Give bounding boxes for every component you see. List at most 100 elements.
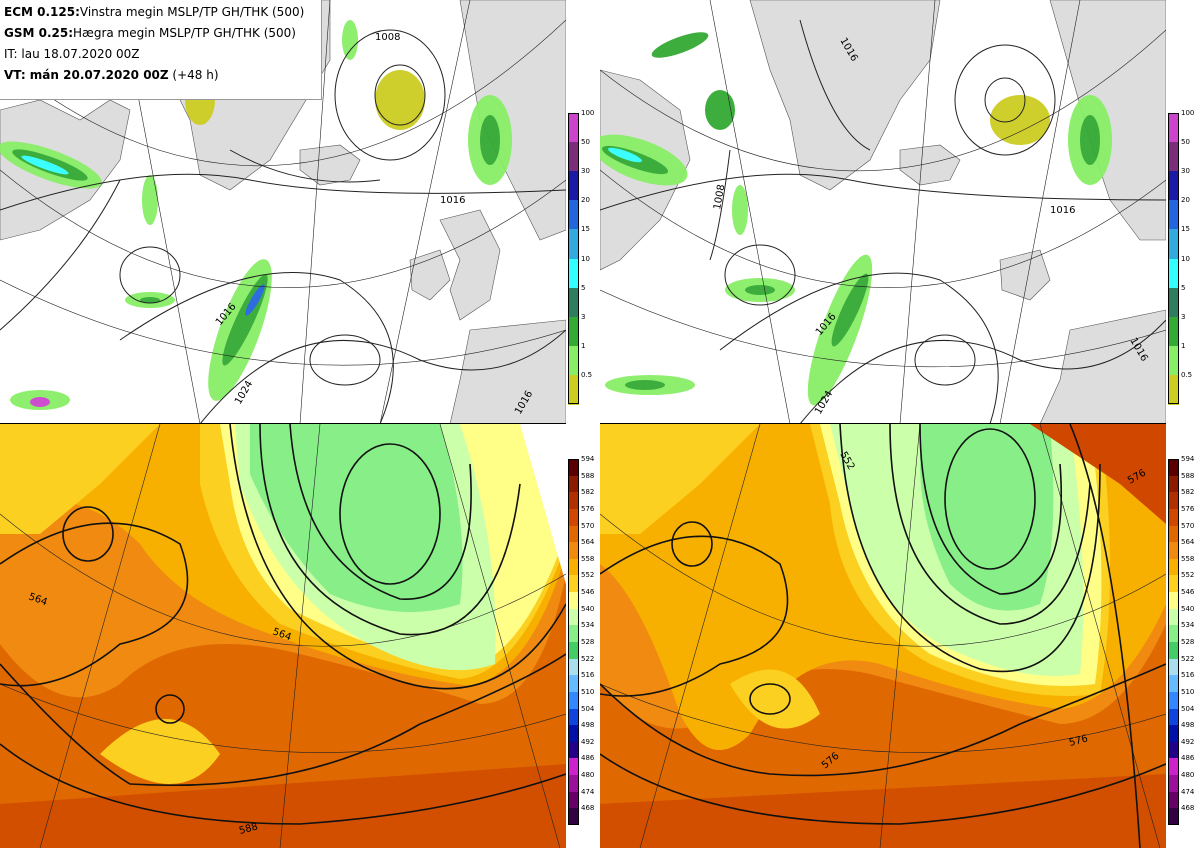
colorbar-tick-label: 498 [581, 721, 595, 730]
colorbar-frame [568, 113, 579, 404]
colorbar-tick-label: 492 [581, 737, 595, 746]
colorbar-tick-label: 468 [581, 804, 595, 813]
colorbar-tick-label: 10 [1181, 254, 1190, 263]
colorbar-cell [568, 200, 579, 231]
colorbar-tick-label: 540 [1181, 604, 1195, 613]
colorbar-cell [568, 475, 579, 493]
colorbar-cell [1168, 142, 1179, 173]
colorbar-cell [568, 592, 579, 610]
colorbar-tick-label: 474 [581, 787, 595, 796]
colorbar-tick-label: 50 [581, 138, 590, 147]
isobar-label: 1016 [1050, 205, 1075, 216]
colorbar-cell [1168, 287, 1179, 318]
colorbar-tick-label: 0.5 [581, 370, 593, 379]
colorbar-cell [1168, 575, 1179, 593]
colorbar-tick-label: 582 [1181, 488, 1195, 497]
colorbar-tick-label: 534 [581, 621, 595, 630]
colorbar-tick-label: 522 [581, 654, 595, 663]
colorbar-tick-label: 480 [581, 771, 595, 780]
panel-divider [0, 423, 566, 424]
colorbar-cell [568, 725, 579, 743]
colorbar-cell [568, 808, 579, 826]
colorbar-tick-label: 570 [581, 521, 595, 530]
colorbar-cell [568, 287, 579, 318]
colorbar-cell [1168, 758, 1179, 776]
colorbar-cell [1168, 725, 1179, 743]
colorbar-tick-label: 20 [581, 196, 590, 205]
colorbar-cell [568, 142, 579, 173]
colorbar-cell [1168, 658, 1179, 676]
colorbar-tick-label: 30 [581, 167, 590, 176]
colorbar-cell [1168, 741, 1179, 759]
colorbar-tick-label: 546 [581, 588, 595, 597]
colorbar-cell [568, 575, 579, 593]
colorbar-cell [568, 374, 579, 405]
colorbar-tick-label: 576 [1181, 504, 1195, 513]
colorbar-tick-label: 30 [1181, 167, 1190, 176]
colorbar-cell [1168, 675, 1179, 693]
gsm-thickness-map: 552 576 576 576 [600, 424, 1166, 848]
colorbar-tick-label: 522 [1181, 654, 1195, 663]
colorbar-cell [1168, 475, 1179, 493]
colorbar-tick-label: 588 [581, 471, 595, 480]
colorbar-tick-label: 504 [581, 704, 595, 713]
colorbar-cell [1168, 459, 1179, 476]
colorbar-tick-label: 486 [1181, 754, 1195, 763]
colorbar-frame [568, 459, 579, 825]
colorbar-cell [1168, 558, 1179, 576]
colorbar-cell [1168, 542, 1179, 560]
colorbar-tick-label: 1 [1181, 341, 1186, 350]
colorbar-cell [568, 791, 579, 809]
colorbar-tick-label: 100 [1181, 109, 1195, 117]
colorbar-frame [1168, 459, 1179, 825]
colorbar-tick-label: 498 [1181, 721, 1195, 730]
colorbar-tick-label: 474 [1181, 787, 1195, 796]
colorbar-tick-label: 534 [1181, 621, 1195, 630]
colorbar-cell [568, 229, 579, 260]
colorbar-cell [568, 542, 579, 560]
colorbar-cell [568, 658, 579, 676]
colorbar-tick-label: 558 [1181, 554, 1195, 563]
colorbar-tick-label: 540 [581, 604, 595, 613]
colorbar-tick-label: 510 [1181, 687, 1195, 696]
colorbar-cell [568, 608, 579, 626]
precip-colorbar: 100 50 30 20 15 10 5 3 1 0.5 [1168, 109, 1198, 405]
colorbar-cell [1168, 171, 1179, 202]
colorbar-cell [568, 675, 579, 693]
map-header: ECM 0.125:Vinstra megin MSLP/TP GH/THK (… [0, 0, 322, 100]
colorbar-tick-label: 552 [581, 571, 595, 580]
colorbar-tick-label: 1 [581, 341, 586, 350]
ecm-thickness-map: 564 564 588 [0, 424, 566, 848]
colorbar-cell [1168, 592, 1179, 610]
thickness-colorbar: 594 588 582 576 570 564 558 552 546 540 534 528 522 5… [568, 456, 598, 826]
colorbar-cell [1168, 708, 1179, 726]
colorbar-tick-label: 5 [1181, 283, 1186, 292]
colorbar-cell [1168, 345, 1179, 376]
colorbar-tick-label: 504 [1181, 704, 1195, 713]
colorbar-cell [568, 459, 579, 476]
colorbar-tick-label: 528 [1181, 638, 1195, 646]
header-line-3: IT: lau 18.07.2020 00Z [4, 47, 140, 61]
colorbar-cell [1168, 691, 1179, 709]
colorbar-cell [568, 492, 579, 510]
colorbar-tick-label: 15 [581, 225, 590, 234]
thickness-label: 588 [238, 821, 259, 837]
colorbar-tick-label: 510 [581, 687, 595, 696]
colorbar-cell [1168, 229, 1179, 260]
gsm-mslp-precip-map: 1016 1008 1016 1016 1016 1024 [600, 0, 1166, 424]
colorbar-cell [1168, 525, 1179, 543]
colorbar-tick-label: 516 [581, 671, 595, 680]
colorbar-tick-label: 3 [1181, 312, 1186, 321]
colorbar-cell [1168, 642, 1179, 659]
colorbar-cell [568, 113, 579, 143]
colorbar-cell [1168, 492, 1179, 510]
colorbar-frame [1168, 113, 1179, 404]
colorbar-tick-label: 3 [581, 312, 586, 321]
colorbar-cell [1168, 316, 1179, 347]
isobar-label: 1016 [440, 195, 465, 206]
colorbar-tick-label: 10 [581, 254, 590, 263]
colorbar-cell [568, 642, 579, 659]
colorbar-tick-label: 528 [581, 638, 595, 646]
thickness-label: 576 [1068, 733, 1089, 749]
colorbar-cell [568, 316, 579, 347]
